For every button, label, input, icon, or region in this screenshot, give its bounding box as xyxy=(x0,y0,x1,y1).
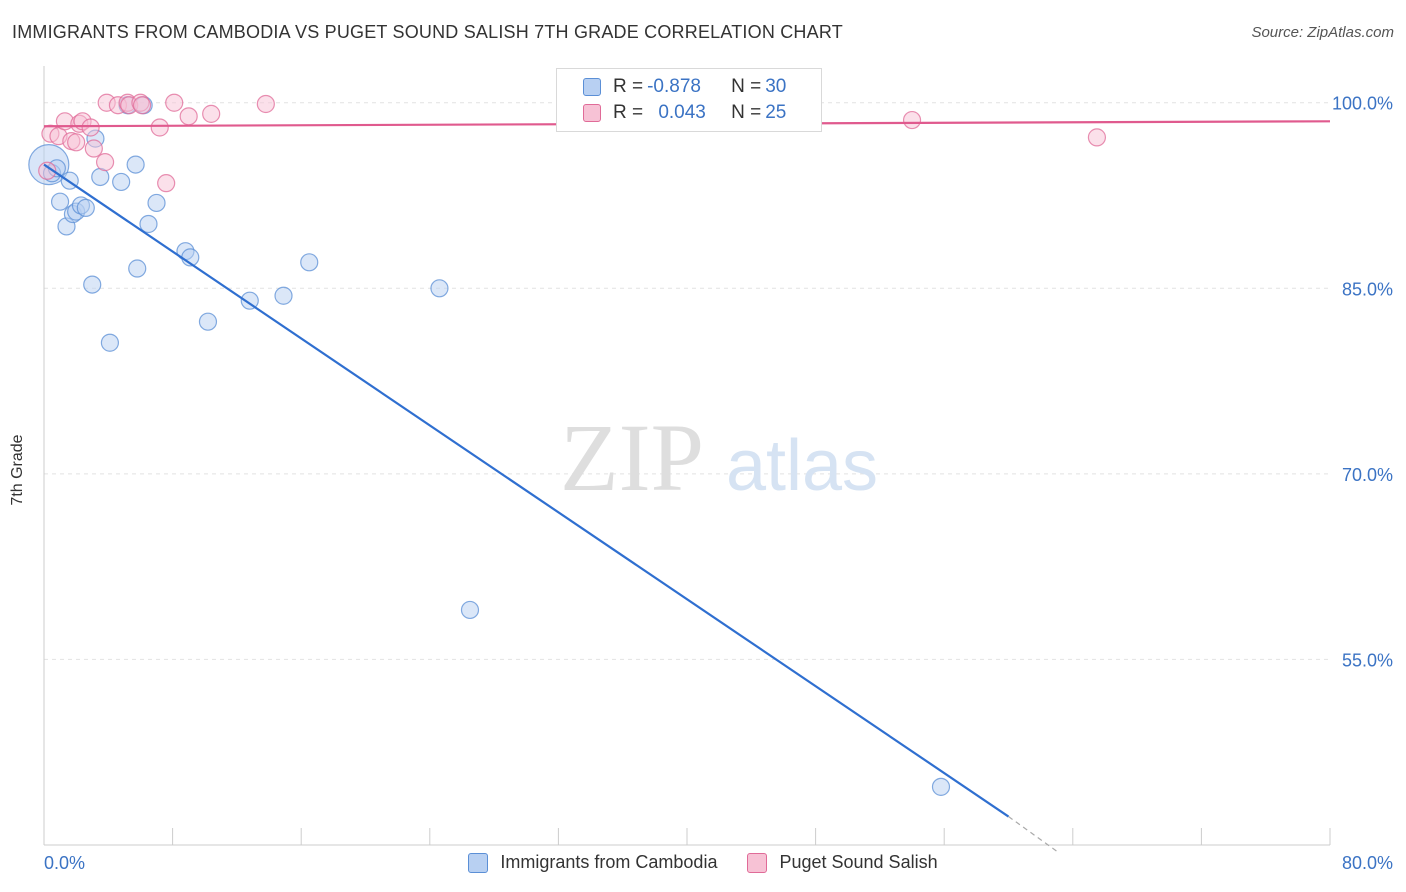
data-point xyxy=(126,155,145,174)
tick-labels: 100.0% 85.0% 70.0% 55.0% 0.0% 80.0% xyxy=(44,94,1393,873)
data-point xyxy=(67,133,86,152)
data-point xyxy=(76,198,95,217)
data-point xyxy=(112,172,131,192)
stats-n-label: N = xyxy=(731,102,762,123)
legend-label-cambodia: Immigrants from Cambodia xyxy=(500,852,718,872)
x-tick-label-0: 0.0% xyxy=(44,853,85,873)
data-point xyxy=(430,279,449,298)
data-point xyxy=(165,93,184,112)
data-point xyxy=(139,214,158,234)
data-point xyxy=(179,107,198,126)
stats-row-cambodia: R = -0.878 N = 30 xyxy=(583,75,786,99)
watermark: ZIP atlas xyxy=(560,404,878,511)
chart-title: IMMIGRANTS FROM CAMBODIA VS PUGET SOUND … xyxy=(12,22,843,42)
data-point xyxy=(902,110,922,130)
data-point xyxy=(100,333,120,352)
data-point xyxy=(132,96,152,115)
data-point xyxy=(931,777,951,796)
data-point xyxy=(147,193,166,213)
y-tick-label-0: 100.0% xyxy=(1332,94,1393,114)
watermark-zip: ZIP xyxy=(560,404,704,511)
chart-source: Source: ZipAtlas.com xyxy=(1251,24,1394,41)
stats-n-value: 25 xyxy=(765,102,787,123)
data-point xyxy=(256,94,275,114)
stats-n-value: 30 xyxy=(765,76,787,97)
y-tick-label-2: 70.0% xyxy=(1342,465,1393,485)
trend-extension-0 xyxy=(1008,816,1058,852)
stats-row-salish: R = 0.043 N = 25 xyxy=(583,101,786,125)
stats-swatch-salish xyxy=(583,104,601,122)
watermark-atlas: atlas xyxy=(726,426,878,506)
stats-r-label: R = xyxy=(613,76,644,97)
y-tick-label-3: 55.0% xyxy=(1342,650,1393,670)
data-point xyxy=(50,192,70,211)
axes xyxy=(43,66,1331,846)
y-tick-label-1: 85.0% xyxy=(1342,279,1393,299)
data-point xyxy=(202,104,221,123)
data-point xyxy=(150,118,169,137)
series-salish-points xyxy=(38,93,1107,193)
legend-swatch-cambodia xyxy=(468,852,489,873)
legend-item-cambodia[interactable]: Immigrants from Cambodia xyxy=(468,852,717,873)
series-legend: Immigrants from Cambodia Puget Sound Sal… xyxy=(0,852,1406,873)
stats-r-value: -0.878 xyxy=(647,76,701,97)
stats-n-label: N = xyxy=(731,76,762,97)
data-point xyxy=(38,161,57,180)
x-tick-label-1: 80.0% xyxy=(1342,853,1393,873)
data-point xyxy=(83,275,102,294)
legend-swatch-salish xyxy=(747,852,768,873)
legend-item-salish[interactable]: Puget Sound Salish xyxy=(747,852,938,873)
stats-legend: R = -0.878 N = 30 R = 0.043 N = 25 xyxy=(556,68,822,132)
stats-swatch-cambodia xyxy=(583,78,601,96)
data-point xyxy=(300,253,319,272)
data-point xyxy=(1087,128,1107,147)
stats-r-label: R = xyxy=(613,102,644,123)
gridlines xyxy=(44,102,1330,660)
legend-label-salish: Puget Sound Salish xyxy=(779,852,938,872)
data-point xyxy=(157,174,176,193)
data-point xyxy=(84,139,103,158)
data-point xyxy=(240,291,259,310)
data-point xyxy=(274,286,293,305)
data-point xyxy=(198,312,218,331)
data-point xyxy=(81,118,100,137)
data-point xyxy=(460,600,480,620)
data-point xyxy=(128,259,147,278)
data-point xyxy=(95,153,115,172)
trend-line-0 xyxy=(43,163,1010,818)
stats-r-value: 0.043 xyxy=(658,102,706,123)
